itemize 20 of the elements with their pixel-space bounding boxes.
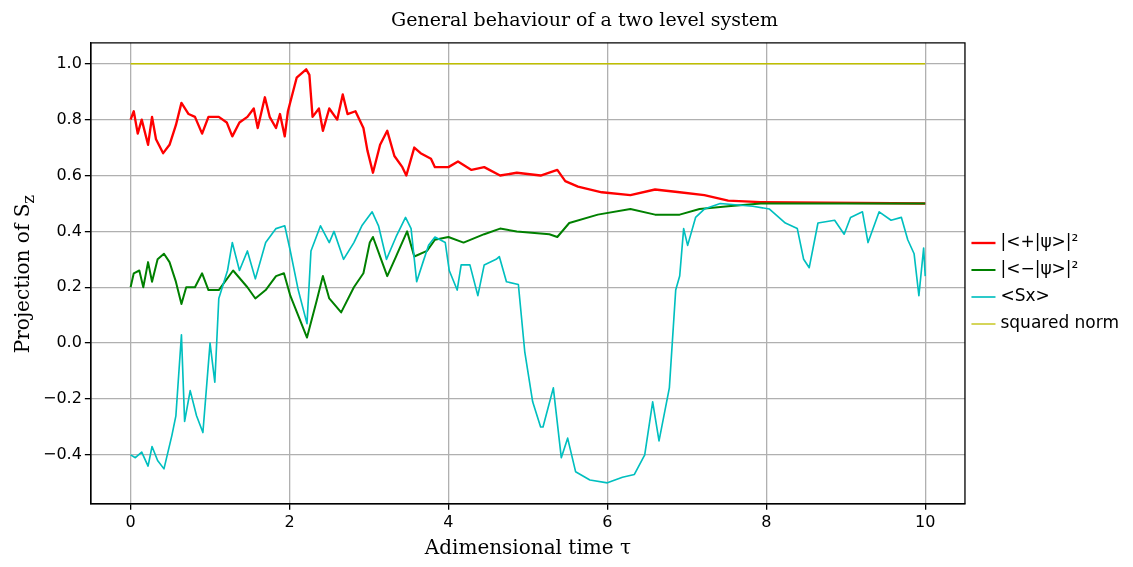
y-tick-label: 1.0 bbox=[56, 52, 82, 72]
y-tick-label: 0.8 bbox=[56, 108, 82, 128]
y-tick-label: −0.2 bbox=[42, 388, 82, 408]
x-tick-label: 2 bbox=[284, 511, 295, 531]
x-tick-label: 8 bbox=[761, 511, 772, 531]
x-tick-label: 6 bbox=[602, 511, 613, 531]
legend-label: |<−|ψ>|² bbox=[1000, 258, 1079, 279]
legend-label: <Sx> bbox=[1000, 285, 1050, 306]
x-tick-label: 10 bbox=[915, 511, 936, 531]
x-tick-label: 0 bbox=[125, 511, 136, 531]
y-tick-label: 0.2 bbox=[56, 276, 82, 296]
chart-title: General behaviour of a two level system bbox=[391, 8, 778, 31]
y-tick-label: 0.0 bbox=[56, 332, 82, 352]
legend-label: squared norm bbox=[1000, 312, 1120, 333]
legend-label: |<+|ψ>|² bbox=[1000, 231, 1079, 252]
y-tick-label: −0.4 bbox=[42, 444, 82, 464]
x-axis-title: Adimensional time τ bbox=[423, 535, 632, 560]
y-tick-label: 0.4 bbox=[56, 220, 82, 240]
x-tick-label: 4 bbox=[443, 511, 454, 531]
y-tick-label: 0.6 bbox=[56, 164, 82, 184]
